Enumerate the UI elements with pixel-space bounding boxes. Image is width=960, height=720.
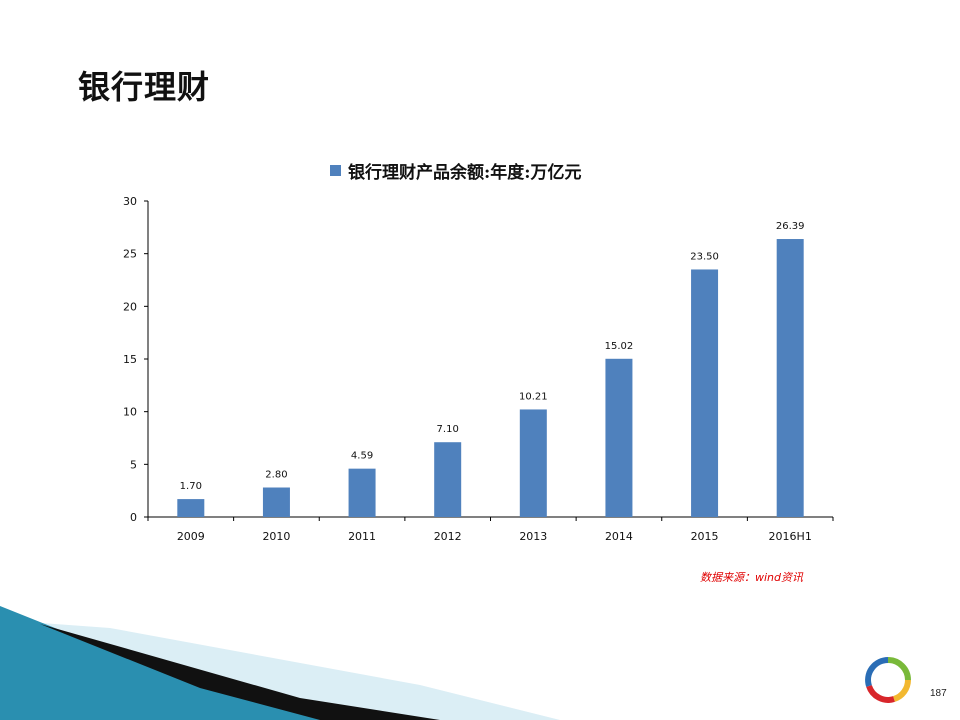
- x-tick-label: 2015: [691, 530, 719, 543]
- data-label: 15.02: [605, 341, 634, 352]
- y-tick-label: 20: [123, 300, 137, 313]
- y-tick-label: 5: [130, 458, 137, 471]
- x-tick-label: 2011: [348, 530, 376, 543]
- data-label: 7.10: [437, 424, 459, 435]
- chart-labels: 2009 1.70 2010 2.80 2011 4.59 2012 7.10 2013 10.2…: [177, 221, 812, 543]
- x-tick-label: 2009: [177, 530, 205, 543]
- legend-label: 银行理财产品余额:年度:万亿元: [348, 163, 582, 183]
- logo-arc-green: [887, 657, 911, 681]
- bar-2014: [605, 358, 633, 517]
- chart-axes: 0 5 10 15 20 25 30: [123, 195, 834, 524]
- bar-2015: [691, 269, 719, 517]
- chart-legend: 银行理财产品余额:年度:万亿元: [330, 158, 582, 183]
- company-logo: [865, 657, 911, 703]
- y-tick-label: 0: [130, 511, 137, 524]
- bar-2009: [177, 499, 205, 517]
- data-label: 1.70: [180, 481, 202, 492]
- bar-2016H1: [776, 239, 804, 517]
- y-tick-label: 30: [123, 195, 137, 208]
- chart-bars: [177, 239, 804, 517]
- data-label: 10.21: [519, 391, 548, 402]
- swoosh-teal: [0, 606, 420, 720]
- data-label: 2.80: [265, 470, 287, 481]
- source-note: 数据来源：wind资讯: [700, 571, 804, 584]
- bar-2011: [348, 468, 376, 517]
- logo-arc-red: [866, 684, 895, 703]
- x-tick-label: 2010: [262, 530, 290, 543]
- bar-2013: [519, 409, 547, 517]
- data-label: 4.59: [351, 451, 373, 462]
- bar-2010: [262, 487, 290, 517]
- data-label: 26.39: [776, 221, 805, 232]
- y-tick-label: 15: [123, 353, 137, 366]
- x-tick-label: 2012: [434, 530, 462, 543]
- slide-title: 银行理财: [78, 68, 211, 106]
- x-tick-label: 2016H1: [769, 530, 812, 543]
- bar-2012: [434, 442, 462, 517]
- logo-arc-blue: [865, 657, 889, 687]
- logo-arc-yellow: [892, 679, 911, 702]
- y-tick-label: 25: [123, 248, 137, 261]
- decorative-swoosh: [0, 606, 560, 720]
- legend-swatch: [330, 165, 341, 176]
- x-tick-label: 2013: [519, 530, 547, 543]
- y-tick-label: 10: [123, 406, 137, 419]
- data-label: 23.50: [690, 251, 719, 262]
- x-tick-label: 2014: [605, 530, 633, 543]
- page-number: 187: [930, 688, 947, 699]
